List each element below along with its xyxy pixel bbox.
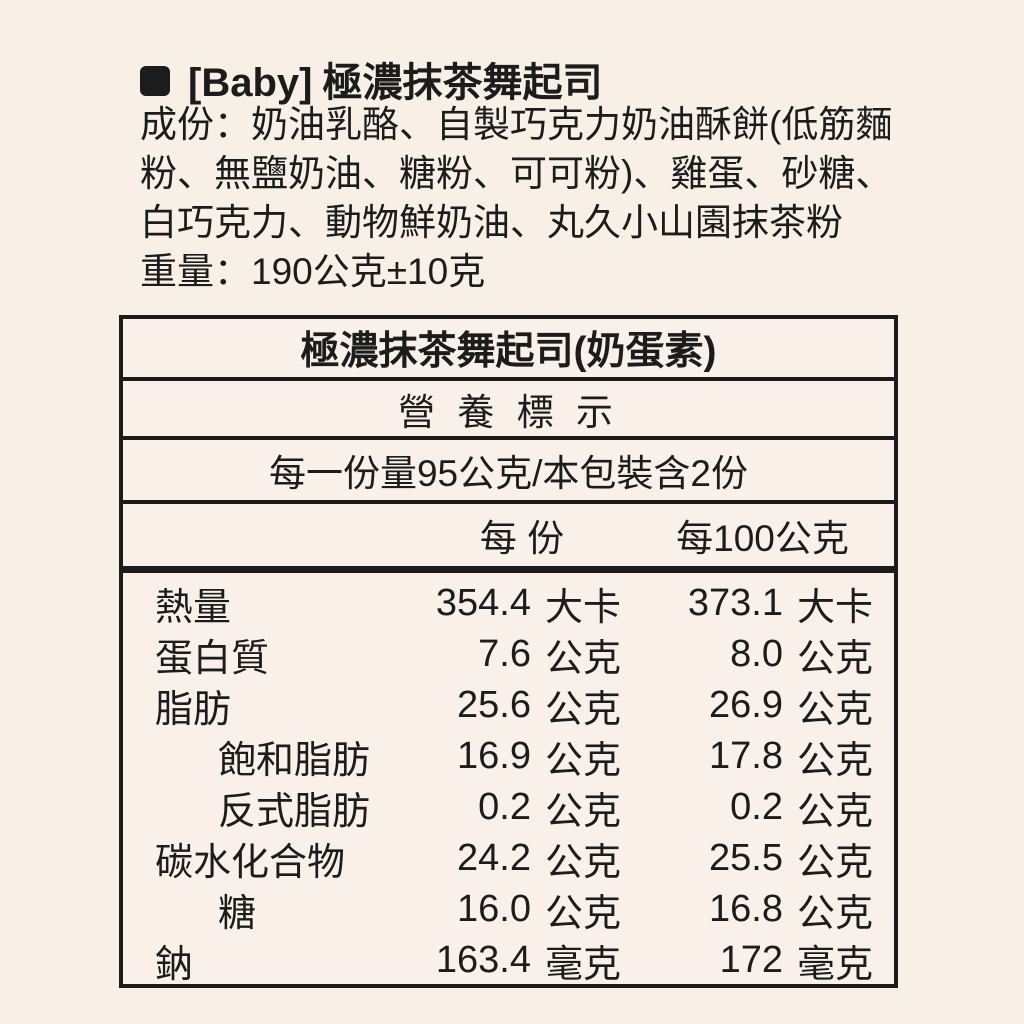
per-serving-unit: 大卡 xyxy=(545,587,622,629)
product-info: 成份：奶油乳酪、自製巧克力奶油酥餅(低筋麵 粉、無鹽奶油、糖粉、可可粉)、雞蛋、… xyxy=(140,100,910,296)
nutrition-row: 碳水化合物 24.2 公克 25.5 公克 xyxy=(123,831,894,884)
ingredients-line: 白巧克力、動物鮮奶油、丸久小山園抹茶粉 xyxy=(140,202,843,243)
ingredients-line: 成份：奶油乳酪、自製巧克力奶油酥餅(低筋麵 xyxy=(140,104,893,145)
per-100g-unit: 毫克 xyxy=(797,944,874,986)
per-100g-value: 0.2 xyxy=(730,786,783,828)
product-header: [Baby] 極濃抹茶舞起司 xyxy=(140,50,602,108)
per-serving-unit: 公克 xyxy=(545,842,622,884)
ingredients-line: 粉、無鹽奶油、糖粉、可可粉)、雞蛋、砂糖、 xyxy=(140,153,893,194)
nutrient-label: 糖 xyxy=(218,893,257,935)
nutrient-label: 脂肪 xyxy=(155,689,232,731)
per-serving-unit: 公克 xyxy=(545,893,622,935)
nutrient-label: 飽和脂肪 xyxy=(218,740,371,782)
per-100g-value: 16.8 xyxy=(709,888,783,930)
per-100g-value: 172 xyxy=(719,939,783,981)
per-serving-unit: 公克 xyxy=(545,740,622,782)
col-header-per-serving: 每 份 xyxy=(479,518,565,559)
per-100g-unit: 公克 xyxy=(797,638,874,680)
nutrition-row: 蛋白質 7.6 公克 8.0 公克 xyxy=(123,627,894,680)
nutrition-rows: 熱量 354.4 大卡 373.1 大卡 蛋白質 7.6 公克 8.0 公克 脂肪 25.6 公克 26.… xyxy=(123,573,894,986)
per-100g-value: 26.9 xyxy=(709,684,783,726)
brand-label: [Baby] xyxy=(188,61,313,105)
nutrition-facts-table: 極濃抹茶舞起司(奶蛋素) 營 養 標 示 每一份量95公克/本包裝含2份 每 份… xyxy=(119,315,898,988)
per-serving-unit: 毫克 xyxy=(545,944,622,986)
per-100g-unit: 公克 xyxy=(797,791,874,833)
nutrition-row: 脂肪 25.6 公克 26.9 公克 xyxy=(123,678,894,731)
per-serving-unit: 公克 xyxy=(545,638,622,680)
per-serving-value: 7.6 xyxy=(478,633,531,675)
per-100g-value: 25.5 xyxy=(709,837,783,879)
nutrient-label: 蛋白質 xyxy=(155,638,270,680)
per-serving-value: 25.6 xyxy=(457,684,531,726)
bullet-square-icon xyxy=(140,66,170,96)
nutrient-label: 熱量 xyxy=(155,587,232,629)
per-serving-value: 16.0 xyxy=(457,888,531,930)
nutrition-row: 糖 16.0 公克 16.8 公克 xyxy=(123,882,894,935)
product-name: 極濃抹茶舞起司 xyxy=(322,61,603,105)
nutrition-label-heading: 營 養 標 示 xyxy=(123,381,894,440)
nutrition-row: 熱量 354.4 大卡 373.1 大卡 xyxy=(123,576,894,629)
nutrition-table-title: 極濃抹茶舞起司(奶蛋素) xyxy=(123,319,894,381)
nutrient-label: 鈉 xyxy=(155,944,194,986)
nutrient-label: 反式脂肪 xyxy=(218,791,371,833)
per-serving-unit: 公克 xyxy=(545,689,622,731)
column-header-row: 每 份 每100公克 xyxy=(123,504,894,573)
per-100g-unit: 大卡 xyxy=(797,587,874,629)
nutrition-row: 飽和脂肪 16.9 公克 17.8 公克 xyxy=(123,729,894,782)
per-serving-value: 354.4 xyxy=(435,582,531,624)
per-serving-unit: 公克 xyxy=(545,791,622,833)
nutrient-label: 碳水化合物 xyxy=(155,842,346,884)
per-100g-unit: 公克 xyxy=(797,893,874,935)
per-serving-value: 0.2 xyxy=(478,786,531,828)
weight-line: 重量：190公克±10克 xyxy=(140,251,486,292)
product-title: [Baby] 極濃抹茶舞起司 xyxy=(188,50,602,108)
per-100g-value: 8.0 xyxy=(730,633,783,675)
nutrition-row: 鈉 163.4 毫克 172 毫克 xyxy=(123,933,894,986)
per-100g-unit: 公克 xyxy=(797,689,874,731)
per-100g-value: 373.1 xyxy=(687,582,783,624)
per-serving-value: 24.2 xyxy=(457,837,531,879)
per-serving-value: 16.9 xyxy=(457,735,531,777)
per-100g-value: 17.8 xyxy=(709,735,783,777)
serving-size-row: 每一份量95公克/本包裝含2份 xyxy=(123,440,894,504)
per-100g-unit: 公克 xyxy=(797,740,874,782)
nutrition-row: 反式脂肪 0.2 公克 0.2 公克 xyxy=(123,780,894,833)
per-100g-unit: 公克 xyxy=(797,842,874,884)
col-header-per-100g: 每100公克 xyxy=(676,518,849,559)
per-serving-value: 163.4 xyxy=(435,939,531,981)
